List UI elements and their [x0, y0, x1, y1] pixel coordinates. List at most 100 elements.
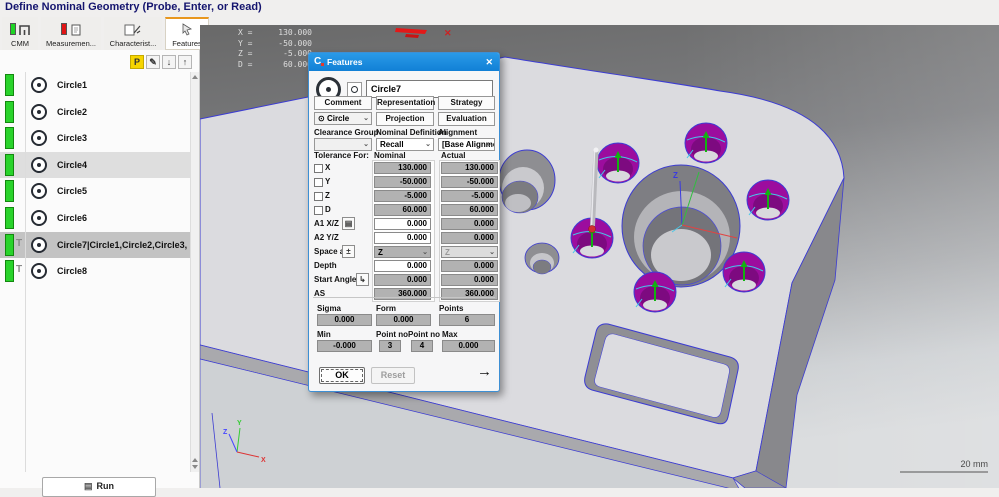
start-angle-nominal-field[interactable]: 0.000	[374, 274, 431, 286]
circle-feature-icon	[31, 130, 47, 147]
tab-label: CMM	[11, 39, 29, 48]
status-bar	[5, 153, 14, 176]
sigma-label: Sigma	[317, 304, 342, 313]
space-axis-actual-value: Z	[445, 248, 450, 257]
edit-pencil-button[interactable]: ✎	[146, 55, 160, 69]
close-icon[interactable]: ✕	[485, 57, 493, 67]
list-item-circle6[interactable]: Circle6	[0, 205, 191, 232]
row-d: D 60.000 60.000	[314, 204, 498, 216]
a2-nominal-field[interactable]: 0.000	[374, 232, 431, 244]
list-item-circle1[interactable]: Circle1	[0, 72, 191, 99]
alignment-dropdown[interactable]: [Base Alignme ⌄	[438, 138, 495, 151]
depth-nominal-field[interactable]: 0.000	[374, 260, 431, 272]
tab-measurement[interactable]: Measuremen...	[41, 17, 101, 50]
y-checkbox[interactable]	[314, 178, 323, 187]
dialog-titlebar[interactable]: C Features ✕	[309, 53, 499, 71]
bore-z-label: Z	[673, 171, 678, 180]
space-axis-actual-dropdown: Z ⌄	[441, 246, 498, 258]
z-nominal-field[interactable]: -5.000	[374, 190, 431, 202]
feature-list: Circle1 Circle2 Circle3 Circle4 Circle5 …	[0, 72, 191, 285]
tab-cmm[interactable]: CMM	[2, 17, 38, 50]
z-checkbox[interactable]	[314, 192, 323, 201]
scroll-up-icon[interactable]	[192, 75, 198, 79]
as-nominal-field[interactable]: 360.000	[374, 288, 431, 300]
points-field: 6	[439, 314, 495, 326]
feature-circle-1	[596, 142, 640, 184]
probe-stylus	[588, 147, 599, 233]
row-label: X	[325, 163, 331, 172]
angle-arrow-icon[interactable]: ↳	[356, 273, 369, 286]
representation-button[interactable]: Representation	[376, 96, 435, 110]
status-bar	[5, 74, 14, 96]
list-item-circle4[interactable]: Circle4	[0, 151, 191, 179]
tab-characteristics[interactable]: Characterist...	[104, 17, 162, 50]
bore-axis-triad: Z	[671, 171, 738, 239]
row-label: AS	[314, 289, 326, 298]
row-space-axis: Space axis ± Z ⌄ Z ⌄	[314, 245, 498, 258]
feature-list-panel: P ✎ ↓ ↑ Circle1 Circle2 Circle3 Circle4	[0, 50, 200, 497]
circle-dot-icon: ⊙	[318, 114, 325, 123]
comment-button[interactable]: Comment	[314, 96, 372, 110]
feature-type-mini-icon[interactable]	[347, 82, 362, 97]
main-toolbar: CMM Measuremen... Characterist... Featur…	[2, 17, 209, 50]
nominal-definition-label: Nominal Definition	[376, 128, 447, 137]
list-divider	[25, 72, 26, 472]
a1-nominal-field[interactable]: 0.000	[374, 218, 431, 230]
form-field: 0.000	[376, 314, 431, 326]
evaluation-button[interactable]: Evaluation	[438, 112, 495, 126]
move-up-button[interactable]: ↑	[178, 55, 192, 69]
form-label: Form	[376, 304, 396, 313]
origin-triad: Y Z X	[223, 420, 266, 464]
feature-type-dropdown[interactable]: ⊙ Circle ⌄	[314, 112, 372, 125]
list-item-circle2[interactable]: Circle2	[0, 99, 191, 126]
a1-actual-field: 0.000	[441, 218, 498, 230]
front-wall-edge	[211, 412, 221, 489]
chevron-down-icon: ⌄	[363, 141, 369, 148]
nominal-definition-dropdown[interactable]: Recall ⌄	[376, 138, 434, 151]
run-sheet-icon: ▤	[83, 481, 93, 491]
x-checkbox[interactable]	[314, 164, 323, 173]
list-scrollbar[interactable]	[190, 72, 199, 472]
list-item-circle7-selected[interactable]: T Circle7|Circle1,Circle2,Circle3,Circl.…	[0, 231, 191, 259]
strategy-button[interactable]: Strategy	[438, 96, 495, 110]
scroll-up-icon[interactable]	[192, 458, 198, 462]
y-nominal-field[interactable]: -50.000	[374, 176, 431, 188]
list-item-circle5[interactable]: Circle5	[0, 178, 191, 205]
scroll-down-icon[interactable]	[192, 465, 198, 469]
list-item-label: Circle8	[57, 266, 88, 277]
row-a1: A1 X/Z ▤ 0.000 0.000	[314, 217, 498, 230]
status-bar	[5, 127, 14, 150]
circle-feature-icon	[31, 77, 47, 93]
row-label: Space axis	[314, 247, 356, 256]
counterbore-hole-left	[498, 149, 556, 214]
copy-sheet-icon[interactable]: ▤	[342, 217, 355, 230]
depth-actual-field: 0.000	[441, 260, 498, 272]
next-arrow-button[interactable]: →	[477, 363, 492, 380]
readout-label: X =	[238, 28, 253, 37]
projection-button[interactable]: Projection	[376, 112, 434, 126]
x-actual-field: 130.000	[441, 162, 498, 174]
probe-mode-button[interactable]: P	[130, 55, 144, 69]
run-button[interactable]: ▤ Run	[42, 477, 156, 497]
move-down-button[interactable]: ↓	[162, 55, 176, 69]
section-divider	[313, 297, 495, 298]
scale-label: 20 mm	[960, 459, 988, 469]
list-item-circle8[interactable]: T Circle8	[0, 258, 191, 285]
space-axis-dropdown[interactable]: Z ⌄	[374, 246, 431, 258]
features-dialog: C Features ✕ Comment Representation Stra…	[308, 52, 500, 392]
x-nominal-field[interactable]: 130.000	[374, 162, 431, 174]
reset-button[interactable]: Reset	[371, 367, 415, 384]
row-label: A1 X/Z	[314, 219, 339, 228]
list-item-circle3[interactable]: Circle3	[0, 125, 191, 152]
feature-circle-6	[633, 271, 677, 313]
cmm-status-led-icon	[9, 23, 16, 35]
d-checkbox[interactable]	[314, 206, 323, 215]
tolerance-flag: T	[16, 264, 23, 276]
d-nominal-field[interactable]: 60.000	[374, 204, 431, 216]
feature-circles	[570, 122, 790, 313]
ok-button[interactable]: OK	[319, 367, 365, 384]
dialog-title: Features	[327, 57, 363, 67]
list-item-label: Circle3	[57, 133, 88, 144]
plus-minus-icon[interactable]: ±	[342, 245, 355, 258]
clearance-group-dropdown[interactable]: ⌄	[314, 138, 372, 151]
